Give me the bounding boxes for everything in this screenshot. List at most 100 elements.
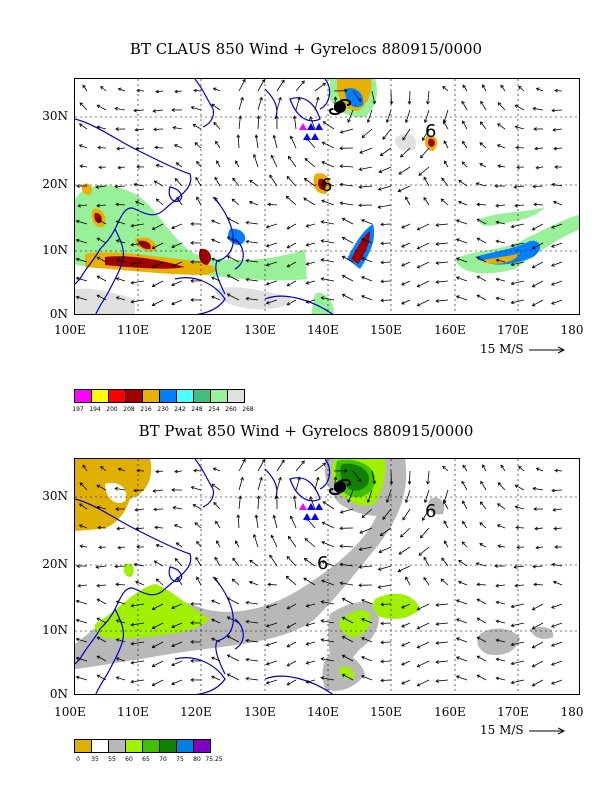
wind-vector <box>359 166 373 170</box>
wind-vector-head <box>341 255 346 260</box>
wind-vector-head <box>75 618 80 623</box>
panel1-typhoon-symbol <box>328 98 352 116</box>
wind-vector <box>532 660 544 668</box>
wind-vector <box>436 603 449 606</box>
colorbar-tick-label: 200 <box>106 406 118 413</box>
wind-vector-head <box>455 618 460 622</box>
wind-vector <box>253 154 259 168</box>
wind-vector <box>213 87 221 92</box>
wind-vector <box>156 578 164 586</box>
wind-vector-head <box>382 136 386 140</box>
wind-vector-head <box>238 495 242 499</box>
wind-vector <box>551 603 563 609</box>
wind-vector-head <box>497 482 502 486</box>
wind-vector <box>321 560 335 567</box>
wind-vector <box>340 582 354 586</box>
wind-vector-head <box>175 542 180 546</box>
wind-vector <box>255 515 259 529</box>
wind-vector <box>380 527 392 536</box>
wind-vector-head <box>341 635 346 640</box>
wind-vector-head <box>422 137 426 141</box>
wind-vector-head <box>236 134 241 138</box>
wind-vector <box>340 128 354 133</box>
panel1-xlabel-180: 180 <box>560 323 584 337</box>
wind-vector-head <box>265 680 270 685</box>
wind-vector <box>194 142 202 149</box>
wind-vector-head <box>259 96 263 101</box>
wind-vector-head <box>426 101 430 105</box>
wind-vector <box>80 165 88 168</box>
wind-vector-head <box>96 237 101 241</box>
wind-vector <box>456 656 468 662</box>
colorbar-tick-label: 248 <box>191 406 203 413</box>
wind-vector-head <box>75 238 80 243</box>
wind-vector-head <box>480 480 484 485</box>
wind-vector <box>211 296 221 301</box>
wind-vector <box>497 503 506 510</box>
wind-vector-head <box>301 460 305 464</box>
wind-vector-head <box>151 682 156 687</box>
wind-vector <box>456 675 468 681</box>
wind-vector-head <box>96 655 101 659</box>
wind-vector-head <box>286 226 291 230</box>
wind-vector-head <box>261 459 265 463</box>
wind-vector-head <box>254 514 259 519</box>
wind-vector-head <box>378 169 383 174</box>
wind-vector-head <box>372 100 377 105</box>
wind-vector-head <box>461 100 465 105</box>
wind-vector <box>496 601 506 605</box>
wind-vector <box>497 524 506 529</box>
wind-vector <box>342 294 354 301</box>
wind-vector-head <box>211 675 215 680</box>
wind-vector-head <box>173 144 178 148</box>
wind-vector <box>536 166 544 169</box>
wind-vector-head <box>379 532 384 536</box>
wind-vector <box>417 261 430 269</box>
wind-vector <box>215 521 221 529</box>
colorbar-swatch <box>193 389 211 403</box>
wind-vector <box>401 299 411 305</box>
wind-vector-head <box>359 150 363 154</box>
wind-vector-head <box>339 526 343 531</box>
wind-vector-head <box>462 520 466 525</box>
wind-vector <box>171 280 183 286</box>
wind-vector <box>194 522 202 529</box>
wind-vector <box>116 619 126 624</box>
wind-vector <box>116 296 126 301</box>
wind-vector <box>476 203 487 206</box>
wind-vector <box>152 622 164 629</box>
wind-vector <box>227 217 240 225</box>
wind-vector-head <box>155 578 160 583</box>
panel2-title: BT Pwat 850 Wind + Gyrelocs 880915/0000 <box>138 422 474 440</box>
wind-vector-head <box>171 662 175 667</box>
wind-vector-head <box>305 603 310 608</box>
wind-vector-head <box>115 239 120 243</box>
wind-vector <box>97 294 107 301</box>
wind-vector-head <box>418 552 423 556</box>
wind-vector-head <box>479 522 483 526</box>
wind-vector-head <box>344 468 348 473</box>
wind-vector-head <box>305 280 310 285</box>
wind-vector <box>213 502 221 510</box>
wind-vector <box>246 621 259 624</box>
wind-vector-head <box>269 174 273 179</box>
wind-vector-head <box>347 499 351 503</box>
wind-vector <box>131 261 145 265</box>
wind-vector <box>295 460 305 472</box>
wind-vector <box>246 640 259 643</box>
wind-vector <box>340 183 354 187</box>
wind-vector-head <box>286 625 291 629</box>
wind-vector-head <box>130 242 135 247</box>
wind-vector <box>476 583 487 586</box>
wind-vector-head <box>495 583 499 588</box>
wind-vector <box>79 503 88 510</box>
wind-vector-head <box>516 165 520 170</box>
panel1-xlabel-100e: 100E <box>54 323 86 337</box>
wind-vector-head <box>115 676 120 680</box>
wind-vector-head <box>171 605 175 610</box>
wind-vector-head <box>211 618 215 623</box>
wind-vector-head <box>476 237 481 241</box>
wind-vector-head <box>339 146 343 151</box>
wind-vector-head <box>401 301 405 305</box>
panel2-marker-6b: 6 <box>425 501 437 522</box>
